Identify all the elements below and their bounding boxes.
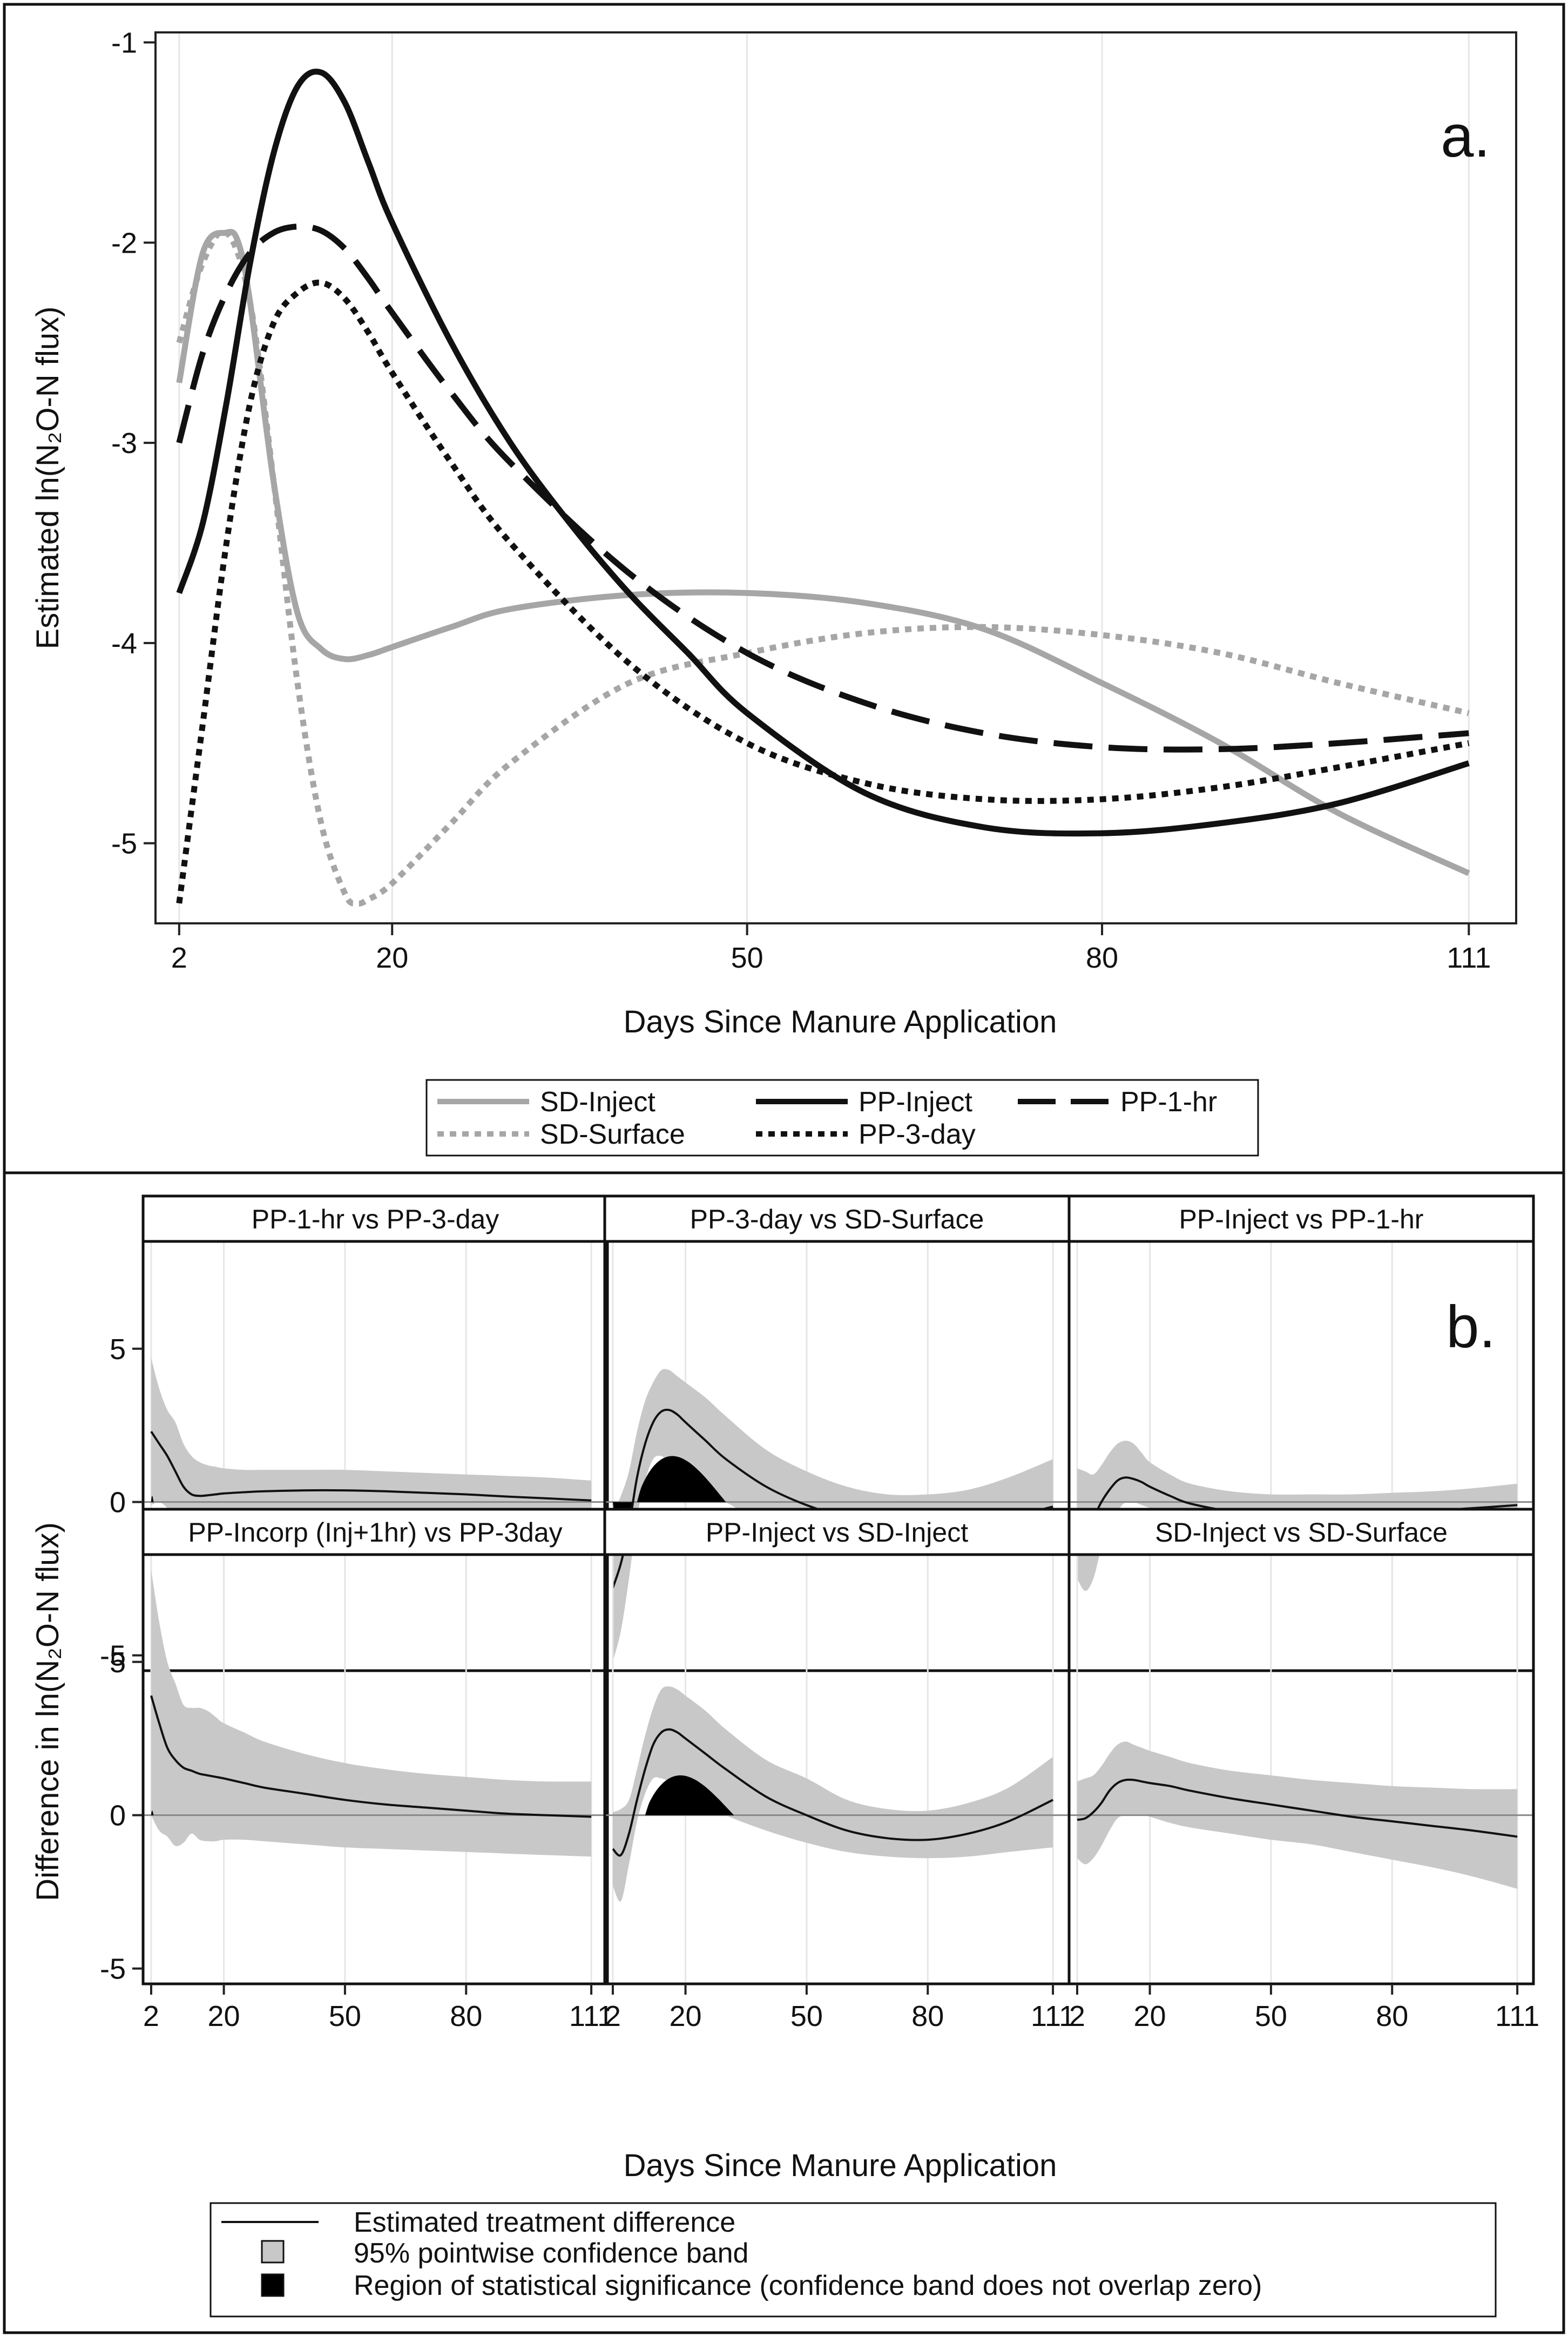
- a-legend: SD-Inject PP-Inject PP-1-hr SD-Surface P…: [425, 1079, 1259, 1157]
- facet-title: PP-Inject vs SD-Inject: [706, 1517, 968, 1548]
- panel-b-letter: b.: [1446, 1294, 1496, 1360]
- facet-x-tick-label: 20: [670, 2000, 702, 2032]
- a-y-tick-label: -2: [111, 227, 137, 259]
- facet-x-tick-label: 2: [1069, 2000, 1085, 2032]
- facet-x-tick-label: 50: [1255, 2000, 1287, 2032]
- facet-plot-frame: [1067, 1240, 1535, 1672]
- facet-x-tick-label: 50: [790, 2000, 823, 2032]
- facet-y-tick-label: 0: [110, 1487, 126, 1519]
- a-x-tick-label: 111: [1447, 942, 1491, 974]
- facet-x-tick-label: 2: [605, 2000, 621, 2032]
- a-gridlines: [178, 32, 1470, 923]
- facet-pp-1-hr-vs-pp-3-day: PP-1-hr vs PP-3-day 5 0 -5: [100, 1194, 609, 1672]
- facet-x-tick-label: 80: [1376, 2000, 1408, 2032]
- facet-title: PP-3-day vs SD-Surface: [690, 1204, 984, 1234]
- a-x-axis-label: Days Since Manure Application: [624, 1004, 1057, 1039]
- series-line-pp-3-day: [176, 279, 1470, 904]
- facet-y-tick-label: 0: [110, 1800, 126, 1832]
- a-tick-group: 2 20 50 80 111 -1 -2 -3 -4 -5: [111, 27, 1491, 974]
- significance-region: [645, 1775, 734, 1815]
- facet-title-strip: [603, 1508, 1071, 1556]
- estimate-line: [1077, 1778, 1518, 1838]
- facet-title: PP-Incorp (Inj+1hr) vs PP-3day: [188, 1517, 562, 1548]
- series-line-sd-surface: [176, 228, 1470, 907]
- facet-plot-frame: [141, 1240, 609, 1672]
- facet-sd-inject-vs-sd-surface: SD-Inject vs SD-Surface 2 20 50 80 111: [1067, 1508, 1539, 2032]
- a-x-tick-label: 80: [1086, 942, 1118, 974]
- legend-label-sd-surface: SD-Surface: [540, 1119, 685, 1150]
- a-y-axis-label: Estimated ln(N₂O-N flux): [30, 307, 65, 650]
- facet-x-tick-label: 2: [143, 2000, 159, 2032]
- a-legend-frame: [425, 1079, 1259, 1157]
- estimate-line: [612, 1728, 1053, 1857]
- legend-swatch-band: [261, 2240, 285, 2264]
- facet-x-tick-label: 111: [569, 2000, 613, 2032]
- a-x-tick-label: 20: [376, 942, 408, 974]
- facet-y-tick-label: -5: [100, 1640, 126, 1672]
- legend-label-estimate: Estimated treatment difference: [354, 2207, 735, 2238]
- facet-x-tick-label: 111: [1031, 2000, 1075, 2032]
- figure-frame: [3, 3, 1565, 2334]
- panel-a-letter: a.: [1441, 103, 1490, 170]
- series-line-pp-1-hr: [176, 224, 1469, 753]
- legend-label-pp-3-day: PP-3-day: [859, 1119, 976, 1150]
- estimate-line: [150, 1431, 592, 1502]
- legend-label-band: 95% pointwise confidence band: [354, 2238, 748, 2269]
- facet-pp-3-day-vs-sd-surface: PP-3-day vs SD-Surface: [603, 1194, 1071, 1672]
- a-y-tick-label: -1: [111, 27, 137, 59]
- a-x-tick-label: 50: [731, 942, 763, 974]
- facet-y-tick-label: -5: [100, 1953, 126, 1985]
- facet-pp-inject-vs-pp-1-hr: PP-Inject vs PP-1-hr: [1067, 1194, 1535, 1672]
- facet-plot-frame: [1067, 1553, 1535, 1985]
- facet-title: SD-Inject vs SD-Surface: [1155, 1517, 1448, 1548]
- estimate-line: [150, 1695, 592, 1818]
- facet-y-tick-label: 5: [110, 1646, 126, 1679]
- b-legend: Estimated treatment difference 95% point…: [209, 2202, 1497, 2318]
- series-line-pp-inject: [176, 69, 1470, 837]
- confidence-band: [151, 1570, 592, 1857]
- confidence-band: [151, 1357, 592, 1533]
- significance-region: [151, 1496, 154, 1502]
- legend-swatch-significance: [261, 2273, 285, 2297]
- a-plot-frame: [154, 31, 1517, 924]
- b-legend-frame: [209, 2202, 1497, 2318]
- b-x-axis-label: Days Since Manure Application: [624, 2148, 1057, 2183]
- legend-label-pp-1-hr: PP-1-hr: [1120, 1086, 1217, 1118]
- facet-x-tick-label: 20: [208, 2000, 240, 2032]
- facet-title-strip: [1067, 1508, 1535, 1556]
- significance-region: [151, 1811, 154, 1815]
- facet-x-tick-label: 80: [450, 2000, 482, 2032]
- facet-x-tick-label: 111: [1495, 2000, 1539, 2032]
- panel-a: 2 20 50 80 111 -1 -2 -3 -4 -5 a. Estimated ln(N₂O…: [30, 27, 1517, 1157]
- legend-label-pp-inject: PP-Inject: [859, 1086, 973, 1118]
- facet-pp-inject-vs-sd-inject: PP-Inject vs SD-Inject 2 20 50 80 111: [603, 1508, 1075, 2032]
- b-y-axis-label: Difference in ln(N₂O-N flux): [30, 1522, 65, 1901]
- facet-plot-frame: [141, 1553, 609, 1985]
- facet-x-tick-label: 80: [911, 2000, 944, 2032]
- a-series-group: [176, 69, 1470, 907]
- facet-title: PP-Inject vs PP-1-hr: [1179, 1204, 1424, 1234]
- significance-region: [637, 1456, 726, 1502]
- a-y-tick-label: -5: [111, 828, 137, 860]
- facet-title: PP-1-hr vs PP-3-day: [252, 1204, 499, 1234]
- facet-x-tick-label: 20: [1134, 2000, 1166, 2032]
- legend-label-sd-inject: SD-Inject: [540, 1086, 655, 1118]
- facet-y-tick-label: 5: [110, 1333, 126, 1366]
- legend-label-significance: Region of statistical significance (conf…: [354, 2270, 1262, 2301]
- facet-title-strip: [1067, 1194, 1535, 1243]
- a-y-tick-label: -4: [111, 627, 137, 660]
- a-y-tick-label: -3: [111, 427, 137, 460]
- facet-x-tick-label: 50: [329, 2000, 361, 2032]
- confidence-band: [613, 1686, 1053, 1902]
- a-x-tick-label: 2: [171, 942, 187, 974]
